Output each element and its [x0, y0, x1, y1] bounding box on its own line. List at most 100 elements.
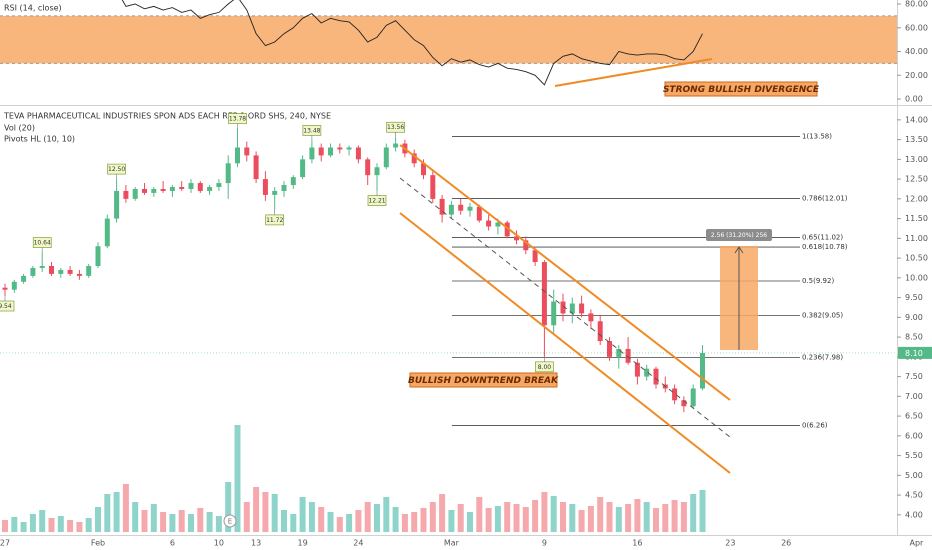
volume-bar: [569, 504, 576, 532]
candle-body: [281, 185, 287, 191]
y-tick-label: 12.00: [905, 194, 928, 203]
channel-mid: [399, 177, 731, 438]
volume-bar: [67, 520, 74, 532]
volume-bar: [29, 514, 36, 532]
y-tick-label: 10.50: [905, 254, 928, 263]
volume-bar: [39, 510, 46, 532]
channel-upper: [399, 144, 731, 401]
candle-body: [514, 236, 519, 241]
volume-bar: [197, 508, 204, 532]
volume-bar: [448, 510, 455, 532]
volume-bar: [364, 502, 371, 532]
y-tick-label: 7.00: [905, 392, 923, 401]
candle-body: [486, 220, 492, 227]
candle-body: [374, 167, 380, 176]
rsi-title: RSI (14, close): [4, 4, 62, 13]
rsi-band: [0, 15, 897, 64]
volume-bar: [95, 507, 101, 532]
candle-body: [616, 348, 622, 357]
volume-bar: [215, 516, 222, 532]
measure-label: 2.56 (31.20%) 256: [711, 232, 767, 239]
y-tick-label: 4.50: [905, 491, 923, 500]
volume-bar: [85, 518, 92, 532]
y-tick-label: 5.00: [905, 471, 923, 480]
volume-bar: [680, 502, 687, 532]
volume-bar: [374, 504, 380, 532]
x-tick-label: Feb: [91, 539, 105, 548]
candle-body: [179, 187, 185, 189]
fib-label: 0.5(9.92): [802, 277, 834, 285]
volume-bar: [578, 510, 585, 532]
candle-body: [142, 188, 147, 193]
volume-bar: [48, 518, 55, 532]
candle-body: [411, 153, 417, 164]
volume-bar: [485, 508, 492, 532]
fib-label: 1(13.58): [802, 132, 832, 140]
candle-body: [690, 388, 696, 407]
candle-body: [58, 269, 64, 274]
candle-body: [653, 368, 659, 385]
candle-body: [207, 187, 213, 191]
volume-bar: [355, 510, 362, 532]
volume-bar: [634, 499, 641, 532]
candle-body: [11, 281, 17, 290]
volume-bar: [550, 496, 557, 532]
volume-bar: [188, 514, 194, 532]
volume-bar: [346, 514, 353, 532]
volume-bar: [262, 492, 269, 532]
volume-bar: [467, 512, 473, 532]
chart-title: TEVA PHARMACEUTICAL INDUSTRIES SPON ADS …: [3, 112, 331, 121]
pivot-label: 9.54: [0, 303, 12, 310]
volume-bar: [532, 500, 539, 532]
volume-bar: [457, 504, 464, 532]
candle-body: [67, 269, 73, 274]
measure-arrowhead: [734, 246, 744, 254]
candle-body: [21, 275, 27, 282]
candle-body: [225, 163, 231, 184]
candle-body: [309, 147, 315, 160]
pivot-label: 11.72: [266, 217, 283, 224]
candle-body: [597, 321, 603, 342]
volume-bar: [504, 502, 511, 532]
candle-body: [634, 362, 640, 377]
y-tick-label: 11.50: [905, 214, 928, 223]
y-tick-label: 40.00: [905, 47, 928, 56]
candle-body: [346, 147, 352, 150]
pivot-box: [32, 237, 52, 248]
volume-bar: [160, 512, 167, 532]
volume-bar: [225, 482, 232, 532]
volume-bar: [290, 514, 297, 532]
volume-bar: [104, 494, 111, 532]
volume-bar: [420, 508, 427, 532]
fib-label: 0.786(12.01): [802, 194, 848, 202]
volume-bar: [336, 517, 343, 532]
volume-bar: [392, 507, 399, 532]
x-tick-label: 9: [542, 539, 547, 548]
candle-body: [328, 147, 333, 156]
y-tick-label: 20.00: [905, 71, 928, 80]
candle-body: [672, 388, 678, 401]
price-pane: 1(13.58) 0.786(12.01) 0.65(11.02)0.618(10.…: [0, 113, 897, 532]
volume-title: Vol (20): [4, 124, 35, 133]
candle-body: [132, 188, 138, 199]
fib-label: 0.382(9.05): [802, 311, 843, 319]
candle-body: [569, 303, 575, 314]
y-tick-label: 9.00: [905, 313, 923, 322]
volume-bar: [281, 510, 287, 532]
fib-label: 0.236(7.98): [802, 354, 843, 362]
candle-body: [495, 222, 501, 227]
pivot-label: 12.50: [108, 166, 125, 173]
volume-bar: [560, 502, 566, 532]
x-tick-label: 24: [353, 539, 363, 548]
candle-body: [393, 143, 399, 148]
y-tick-label: 6.00: [905, 431, 923, 440]
y-tick-label: 14.00: [905, 115, 928, 124]
candle-body: [39, 266, 45, 268]
candle-body: [607, 341, 612, 357]
pivot-box: [302, 125, 322, 136]
pivot-label: 13.48: [303, 127, 320, 134]
candle-body: [467, 206, 473, 211]
volume-bar: [494, 506, 501, 532]
candle-body: [300, 159, 306, 178]
